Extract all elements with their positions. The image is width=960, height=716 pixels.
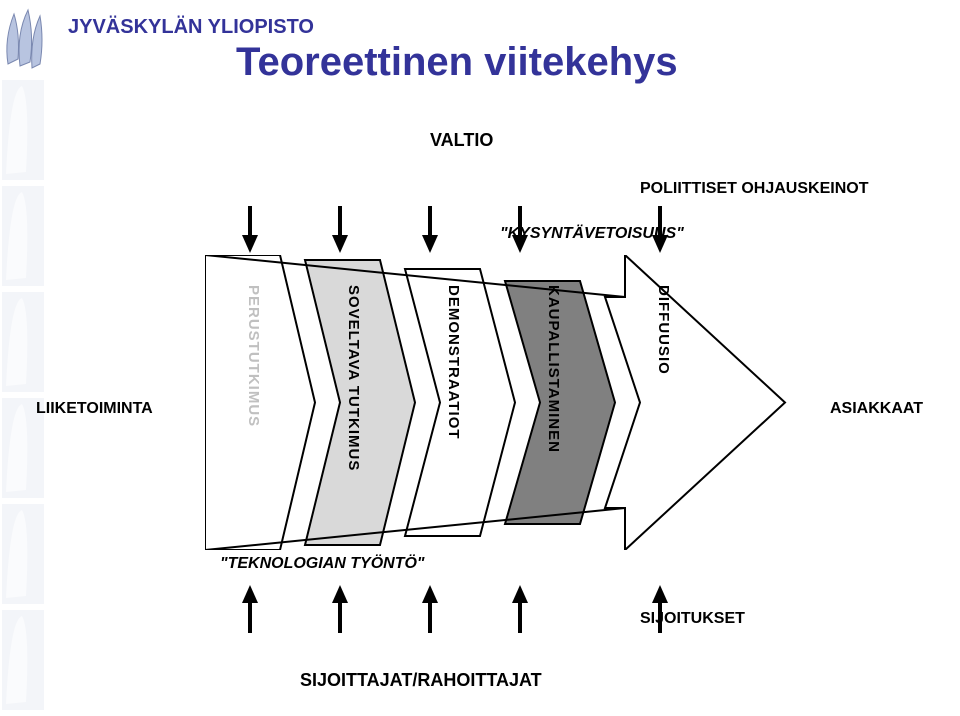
stage-label: DIFFUUSIO (655, 285, 672, 520)
sidebar-logo-strip (0, 0, 46, 716)
label-tech-push: "TEKNOLOGIAN TYÖNTÖ" (220, 555, 425, 573)
process-arrow (205, 255, 805, 550)
stage-label: KAUPALLISTAMINEN (545, 285, 562, 520)
down-arrow-icon (242, 235, 258, 253)
down-arrow-icon (512, 235, 528, 253)
institution-name: JYVÄSKYLÄN YLIOPISTO (68, 16, 314, 39)
up-arrow-icon (422, 585, 438, 603)
label-sijoittajat: SIJOITTAJAT/RAHOITTAJAT (300, 670, 542, 691)
label-poliittiset: POLIITTISET OHJAUSKEINOT (640, 180, 868, 198)
down-arrow-icon (422, 235, 438, 253)
up-arrow-icon (512, 585, 528, 603)
label-asiakkaat: ASIAKKAAT (830, 400, 923, 418)
down-arrow-icon (332, 235, 348, 253)
down-arrow-icon (652, 235, 668, 253)
stage-label: SOVELTAVA TUTKIMUS (345, 285, 362, 520)
stage-label: DEMONSTRAATIOT (445, 285, 462, 520)
slide: { "header": { "institution": "JYVÄSKYLÄN… (0, 0, 960, 716)
up-arrow-icon (652, 585, 668, 603)
up-arrow-icon (332, 585, 348, 603)
label-sijoitukset: SIJOITUKSET (640, 610, 745, 628)
label-valtio: VALTIO (430, 130, 493, 151)
up-arrow-icon (242, 585, 258, 603)
stage-label: PERUSTUTKIMUS (245, 285, 262, 520)
label-liiketoiminta: LIIKETOIMINTA (36, 400, 153, 418)
slide-title: Teoreettinen viitekehys (236, 40, 678, 85)
